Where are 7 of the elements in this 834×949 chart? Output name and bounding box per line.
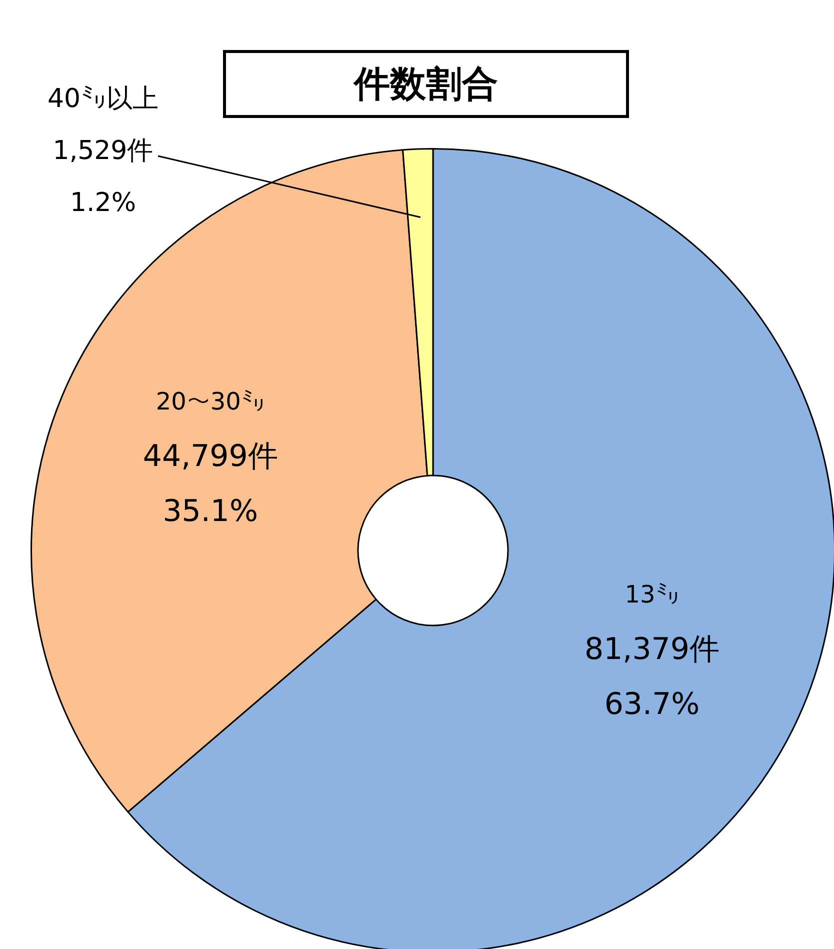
chart-title: 件数割合	[223, 50, 629, 118]
data-label: 81,379件 63.7%	[584, 632, 720, 722]
slice-label: 13㍉	[624, 580, 680, 608]
slice-label: 20～30㍉	[156, 387, 265, 416]
data-label: 1,529件 1.2%	[52, 136, 154, 218]
slice-label: 40㍉以上	[47, 84, 159, 114]
data-label: 44,799件 35.1%	[142, 438, 278, 529]
